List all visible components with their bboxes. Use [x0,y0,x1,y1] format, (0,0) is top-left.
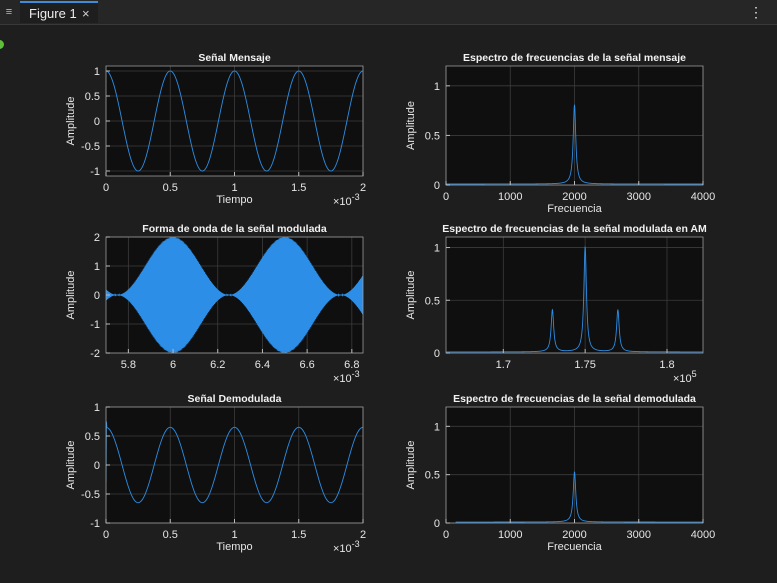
chart-title: Señal Mensaje [198,52,271,64]
y-tick-label: 0.5 [85,91,100,103]
tab-list-menu-icon[interactable]: ≡ [5,6,13,18]
x-tick-label: 0 [443,191,449,203]
x-tick-label: 1 [231,529,237,541]
x-tick-label: 4000 [691,191,715,203]
chart-title: Espectro de frecuencias de la señal demo… [453,393,696,405]
y-tick-label: 0 [94,290,100,302]
x-tick-label: 1.5 [291,529,306,541]
axes-panel-6: 0 1000 2000 3000 4000 0 0.5 1 Espectro de frecue… [405,393,715,553]
y-tick-label: 0.5 [85,431,100,443]
tab-figure-1[interactable]: Figure 1 × [20,1,98,23]
y-tick-label: 0.5 [425,130,440,142]
x-tick-label: 1.7 [496,359,511,371]
close-icon[interactable]: × [82,6,90,21]
y-tick-label: 1 [94,402,100,414]
x-tick-label: 2000 [562,529,586,541]
y-axis-label: Amplitude [405,101,417,150]
status-indicator-icon [0,40,4,49]
x-tick-label: 4000 [691,529,715,541]
x-tick-label: 6.2 [210,359,225,371]
axes-panel-5: 0 0.5 1 1.5 2 -1 -0.5 0 0.5 1 Señal Demodulada Tiem… [65,393,366,555]
y-tick-label: -2 [90,348,100,360]
x-tick-label: 6.4 [255,359,270,371]
x-tick-label: 0 [103,182,109,194]
x-tick-label: 0.5 [163,182,178,194]
x-tick-label: 1000 [498,529,522,541]
y-axis-label: Amplitude [65,441,77,490]
y-tick-label: 1 [434,421,440,433]
y-axis-label: Amplitude [405,441,417,490]
x-tick-label: 1 [231,182,237,194]
y-tick-label: 0.5 [425,470,440,482]
axes-panel-2: 0 1000 2000 3000 4000 0 0.5 1 Espectro de frecue… [405,52,715,215]
x-axis-label: Frecuencia [547,541,602,553]
y-tick-label: -1 [90,518,100,530]
y-tick-label: 0 [434,180,440,192]
x-tick-label: 2 [360,529,366,541]
y-tick-label: 0 [94,460,100,472]
data-series-line [106,70,363,172]
chart-title: Espectro de frecuencias de la señal modu… [442,223,707,235]
axes-background [446,237,703,353]
x-tick-label: 0.5 [163,529,178,541]
x-axis-exponent: ×10-3 [333,539,360,555]
x-tick-label: 1.5 [291,182,306,194]
y-axis-label: Amplitude [65,97,77,146]
data-series-line [446,104,703,185]
x-tick-label: 2000 [562,191,586,203]
chart-title: Forma de onda de la señal modulada [142,223,327,235]
x-tick-label: 6.6 [299,359,314,371]
y-axis-label: Amplitude [405,271,417,320]
y-tick-label: 1 [434,243,440,255]
axes-frame [445,236,704,354]
axes-panel-1: 0 0.5 1 1.5 2 -1 -0.5 0 0.5 1 Señal Mensaje Tiempo A… [65,52,366,208]
x-tick-label: 5.8 [121,359,136,371]
x-tick-label: 3000 [627,529,651,541]
y-tick-label: 0 [434,348,440,360]
x-axis-label: Frecuencia [547,203,602,215]
x-tick-label: 0 [103,529,109,541]
x-axis-label: Tiempo [216,194,252,206]
y-tick-label: -1 [90,319,100,331]
axes-panel-3: 5.8 6 6.2 6.4 6.6 6.8 -2 -1 0 1 2 Forma de onda de … [65,223,364,385]
y-tick-label: 0.5 [425,295,440,307]
figure-tabbar: ≡ Figure 1 × ⋮ [0,0,777,25]
y-tick-label: -1 [90,166,100,178]
x-tick-label: 1.8 [659,359,674,371]
y-tick-label: 1 [434,81,440,93]
y-tick-label: 2 [94,232,100,244]
figure-canvas: 0 0.5 1 1.5 2 -1 -0.5 0 0.5 1 Señal Mensaje Tiempo A… [65,52,715,555]
x-axis-label: Tiempo [216,541,252,553]
data-series-line [446,246,703,353]
y-tick-label: -0.5 [81,489,100,501]
x-axis-exponent: ×10-3 [333,369,360,385]
x-tick-label: 6.8 [344,359,359,371]
y-tick-label: 1 [94,261,100,273]
x-axis-exponent: ×10-3 [333,192,360,208]
x-tick-label: 1.75 [574,359,595,371]
x-tick-label: 3000 [627,191,651,203]
tab-label: Figure 1 [29,6,77,21]
data-series-line [455,471,703,523]
y-tick-label: -0.5 [81,141,100,153]
y-tick-label: 0 [434,518,440,530]
chart-title: Señal Demodulada [188,393,282,405]
x-tick-label: 0 [443,529,449,541]
y-tick-label: 1 [94,66,100,78]
data-series-line [106,421,363,504]
y-tick-label: 0 [94,116,100,128]
chart-title: Espectro de frecuencias de la señal mens… [463,52,686,64]
x-axis-exponent: ×105 [673,369,697,385]
y-axis-label: Amplitude [65,271,77,320]
x-tick-label: 1000 [498,191,522,203]
data-series-line [106,237,363,353]
more-options-icon[interactable]: ⋮ [749,4,763,20]
x-tick-label: 2 [360,182,366,194]
x-tick-label: 6 [170,359,176,371]
